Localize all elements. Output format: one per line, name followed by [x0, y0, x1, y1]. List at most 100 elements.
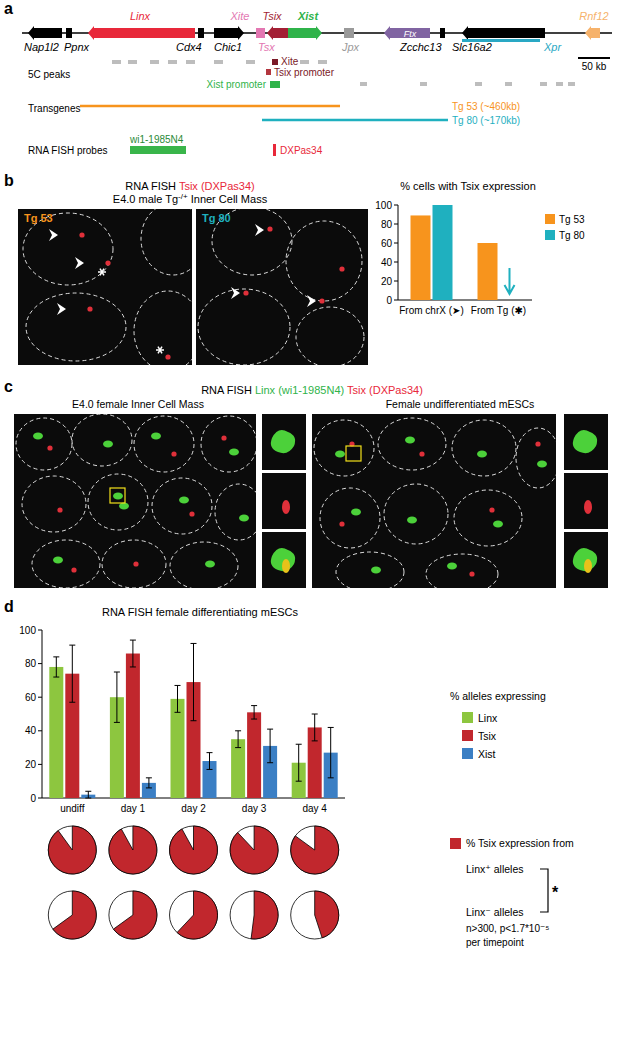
cell-outline [384, 484, 448, 544]
x-tick-label: day 3 [242, 803, 267, 814]
cell-outline [198, 289, 290, 365]
peak-tick [420, 82, 427, 86]
transgene [80, 105, 340, 108]
signal-green [335, 451, 345, 458]
pie-slice [230, 826, 278, 874]
signal-green [179, 497, 189, 504]
bar [247, 712, 261, 798]
gene-label: Xpr [543, 41, 562, 53]
micrograph [18, 209, 192, 365]
gene-label: Ftx [404, 29, 417, 39]
subtitle: E4.0 male Tg-/+ Inner Cell Mass [113, 192, 268, 206]
signal-green [477, 451, 487, 458]
micrograph [196, 209, 368, 365]
cell-outline [23, 213, 113, 285]
signal-red [133, 561, 138, 566]
signal-red [489, 507, 494, 512]
peak-tick [150, 60, 159, 64]
cell-outline [314, 420, 374, 476]
error-bar [207, 753, 213, 770]
pie-bg [109, 826, 157, 874]
bracket [540, 869, 548, 912]
label-part: Inner Cell Mass [188, 193, 268, 205]
y-tick [394, 224, 398, 225]
label: Transgenes [28, 103, 80, 114]
label: Xite [281, 56, 299, 67]
peak [266, 69, 271, 75]
bar [49, 667, 63, 798]
cell-outline [170, 542, 238, 588]
y-tick [394, 262, 398, 263]
x-tick-label: day 4 [302, 803, 327, 814]
gene [462, 26, 545, 40]
gene-label: Nap1l2 [24, 41, 59, 53]
signal-green [493, 521, 503, 528]
error-bars [53, 640, 333, 798]
inset-green [271, 430, 295, 453]
error-bar [328, 727, 334, 777]
peak-tick [505, 82, 512, 86]
signal-red [469, 571, 474, 576]
signal-red [221, 435, 226, 440]
y-tick [38, 697, 42, 698]
y-tick-label: 60 [25, 692, 37, 703]
cell-outline [32, 540, 100, 588]
label-part: Tsix (DXPas34) [179, 180, 255, 192]
micrograph [14, 414, 256, 588]
y-tick [38, 663, 42, 664]
pie-bg [170, 891, 218, 939]
chart-title: RNA FISH female differentiating mESCs [102, 606, 299, 618]
y-tick-label: 0 [386, 295, 392, 306]
inset-red [584, 500, 592, 514]
x-tick-label: From Tg (✱) [471, 305, 526, 316]
signal-red [87, 306, 92, 311]
peak-tick [112, 60, 121, 64]
label-part: Tsix (DXPas34) [347, 384, 423, 396]
signal-green [113, 493, 123, 500]
bar [411, 215, 431, 300]
arrowhead [255, 224, 264, 236]
bar [126, 654, 140, 798]
gene [66, 28, 72, 38]
zoom-box [346, 446, 361, 461]
signal-red [339, 266, 344, 271]
signal-green [103, 441, 113, 448]
inset-green [573, 430, 597, 453]
label: Xist promoter [207, 79, 267, 90]
signal-red [419, 451, 424, 456]
inset-red [282, 559, 290, 573]
gene [28, 26, 62, 40]
gene-label: Linx [130, 10, 151, 22]
label-part: Linx (wi1-1985N4) [255, 384, 344, 396]
image-label: Tg 53 [24, 212, 53, 224]
signal-red [243, 290, 248, 295]
gene-label: Zcchc13 [399, 41, 442, 53]
legend-swatch [462, 712, 473, 723]
legend-label: Tg 80 [559, 230, 585, 241]
legend-label: Tsix [478, 730, 497, 742]
signal-red [165, 354, 170, 359]
legend-label: Xist [478, 748, 496, 760]
signal-green [151, 433, 161, 440]
y-tick-label: 20 [381, 276, 393, 287]
y-tick-label: 80 [25, 658, 37, 669]
gene-label: Tsx [258, 41, 275, 53]
y-tick-label: 100 [375, 200, 392, 211]
label: Tg 80 (~170kb) [452, 115, 520, 126]
gene [462, 39, 540, 42]
pie-bg [291, 891, 339, 939]
x-tick-label: undiff [60, 803, 85, 814]
y-tick-label: 40 [381, 257, 393, 268]
micrograph-content [314, 418, 556, 588]
inset [564, 473, 608, 529]
micrograph-content [16, 414, 256, 588]
cell-outline [16, 418, 72, 470]
y-tick [38, 798, 42, 799]
bar [500, 300, 520, 301]
annotation: per timepoint [466, 937, 524, 948]
figure: abcdNap1l2PpnxLinxCdx4Chic1XiteTsixTsxXi… [0, 0, 624, 1040]
y-tick [394, 281, 398, 282]
peak [270, 81, 280, 88]
label-part: E4.0 male Tg [113, 193, 178, 205]
legend-swatch [545, 230, 555, 240]
